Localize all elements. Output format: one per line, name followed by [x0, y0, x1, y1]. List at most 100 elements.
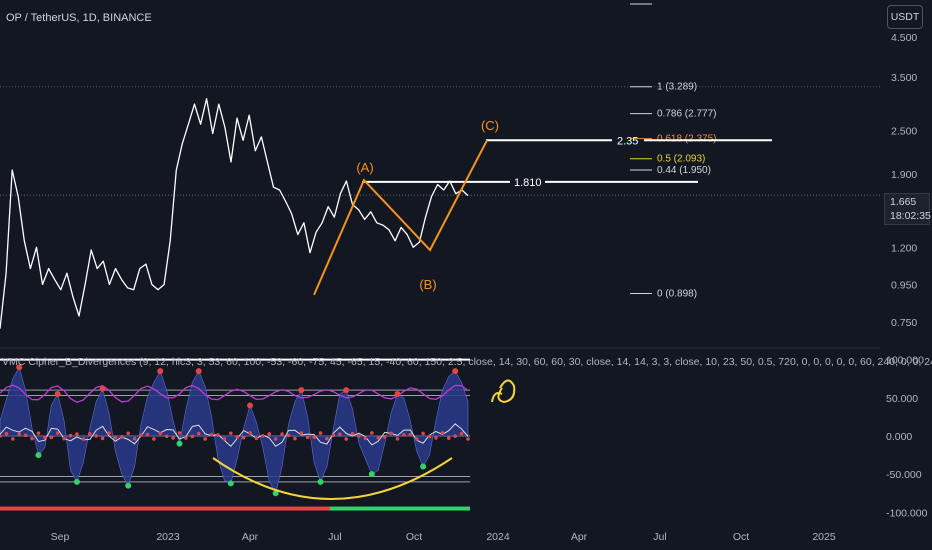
zero-dot	[241, 435, 246, 440]
osc-tick-label: 50.000	[886, 393, 918, 405]
fibonacci-levels: 1 (3.289) 0.786 (2.777) 0.618 (2.375) 0.5 (…	[362, 3, 772, 300]
zero-dot	[216, 433, 220, 437]
zero-dot	[17, 432, 22, 437]
sell-dot	[16, 364, 23, 371]
indicator-label: VMC Cipher_B_Divergences (9, 12, hlc3, 3…	[2, 356, 932, 368]
time-tick-label: 2024	[486, 531, 510, 543]
rsi-line	[0, 384, 469, 404]
zero-dot	[4, 431, 9, 436]
time-tick-label: 2025	[812, 531, 836, 543]
zero-dot	[453, 434, 457, 438]
zero-dot	[312, 435, 316, 439]
zero-dot	[94, 434, 98, 438]
time-tick-label: Apr	[571, 531, 588, 543]
time-tick-label: Oct	[406, 531, 422, 543]
zero-dot	[446, 436, 451, 440]
buy-dot	[227, 480, 234, 487]
buy-dot	[317, 478, 324, 485]
zero-dot	[408, 432, 413, 437]
money-flow-bar	[330, 506, 470, 511]
time-tick-label: 2023	[156, 531, 180, 543]
zero-dot	[152, 437, 156, 441]
zero-dot	[434, 436, 438, 440]
fib-label: 0 (0.898)	[657, 289, 697, 300]
wave-label: (C)	[481, 118, 499, 133]
zero-dot	[81, 437, 86, 441]
zero-dot	[0, 434, 2, 438]
zero-dot	[254, 436, 259, 441]
elliott-wave: (A) (B) (C)	[313, 118, 499, 296]
time-tick-label: Oct	[733, 531, 749, 543]
zero-dot	[235, 435, 240, 439]
buy-dot	[272, 490, 279, 497]
fib-label: 0.44 (1.950)	[657, 165, 711, 176]
last-price-badge: 1.665 18:02:35	[884, 193, 931, 225]
price-tick-label: 2.500	[891, 125, 917, 137]
zero-dot	[440, 431, 445, 435]
annotation-drawing	[212, 379, 516, 500]
zero-dot	[120, 435, 124, 439]
zero-dot	[370, 431, 374, 435]
price-series	[0, 98, 469, 329]
buy-dot	[35, 452, 42, 459]
zero-dot	[164, 434, 169, 439]
axes: 4.500 3.500 2.500 1.900 1.200 0.950 0.750 100.0…	[0, 32, 928, 543]
zero-dot	[190, 434, 195, 439]
zero-dot	[11, 437, 15, 441]
zero-dot	[222, 437, 227, 441]
price-tick-label: 0.750	[891, 317, 917, 329]
zero-dot	[171, 436, 175, 440]
zero-dot	[36, 431, 41, 435]
sell-dot	[452, 368, 459, 375]
buy-dot	[125, 482, 132, 489]
zero-dot	[414, 437, 419, 441]
zero-dot	[466, 437, 470, 441]
zero-dot	[184, 436, 188, 440]
osc-tick-label: -100.000	[886, 507, 928, 519]
buy-dot	[368, 471, 375, 478]
wave-label: (A)	[356, 160, 373, 175]
wave-label: (B)	[419, 277, 436, 292]
zero-dot	[363, 436, 368, 441]
zero-dot	[145, 432, 150, 437]
zero-dot	[402, 433, 406, 437]
zero-dot	[331, 433, 336, 438]
osc-tick-label: 100.000	[886, 355, 924, 367]
zero-dot	[389, 431, 393, 436]
zero-dot	[395, 437, 400, 441]
zero-dot	[459, 431, 464, 436]
zero-dot	[23, 433, 28, 438]
zero-dot	[248, 431, 252, 435]
fib-label: 0.5 (2.093)	[657, 154, 705, 165]
zero-dot	[209, 432, 214, 437]
zero-dot	[337, 432, 342, 437]
zero-dot	[107, 431, 111, 435]
price-tick-label: 3.500	[891, 72, 917, 84]
zero-dot	[100, 436, 105, 441]
zero-dot	[87, 432, 92, 436]
oscillator-pane	[0, 358, 470, 511]
zero-dot	[344, 437, 348, 441]
money-flow-area	[0, 366, 469, 495]
sell-dot	[99, 385, 106, 392]
zero-dot	[55, 431, 60, 435]
price-tick-label: 1.900	[891, 169, 917, 181]
currency-button[interactable]: USDT	[887, 5, 923, 29]
zero-dot	[126, 431, 131, 436]
zero-dot	[286, 433, 291, 438]
sell-dot	[343, 387, 350, 394]
zero-dot	[62, 436, 66, 441]
zero-dot	[350, 431, 355, 436]
annotation-curve	[212, 457, 453, 500]
fib-label: 0.618 (2.375)	[657, 134, 717, 145]
zero-dot	[139, 433, 143, 437]
zero-dot	[357, 434, 361, 438]
time-tick-label: Jul	[653, 531, 666, 543]
zero-dot	[49, 435, 54, 440]
zero-dot	[299, 431, 304, 435]
osc-tick-label: -50.000	[886, 469, 922, 481]
zero-dot	[203, 437, 207, 441]
time-tick-label: Jul	[328, 531, 341, 543]
level-label: 1.810	[514, 177, 542, 189]
